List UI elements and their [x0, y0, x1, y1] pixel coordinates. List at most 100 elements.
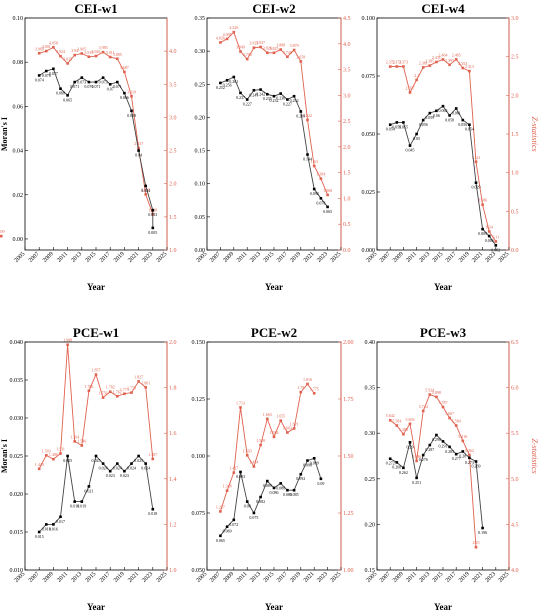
morans-data-label: 0.024 [127, 466, 136, 471]
morans-i-point [494, 244, 498, 247]
morans-data-label: 0.291 [439, 443, 448, 448]
y-tick-label: 0.25 [195, 82, 206, 88]
morans-data-label: 0.002 [491, 247, 500, 252]
z-data-label: 4.026 [216, 35, 225, 40]
z-data-label: 1.384 [316, 172, 325, 177]
z-data-label: 3.825 [270, 46, 279, 51]
x-tick-label: 2007 [209, 251, 222, 264]
x-tick-label: 2015 [432, 571, 445, 584]
z-data-label: 2.537 [134, 141, 143, 146]
morans-data-label: 0.209 [296, 113, 305, 118]
morans-i-point [130, 462, 133, 465]
y-tick-label: 0.030 [10, 416, 24, 422]
z-statistic-point [299, 60, 303, 63]
z-data-label: 0.24 [486, 224, 493, 229]
morans-data-label: 0.089 [263, 483, 272, 488]
y2-tick-label: 2.0 [511, 93, 519, 99]
z-data-label: 1.603 [283, 426, 292, 431]
z-statistic-point [395, 424, 399, 427]
y-tick-label: 0.100 [192, 454, 206, 460]
y-tick-label: 0.00 [13, 237, 24, 243]
z-data-label: 5.584 [392, 419, 401, 424]
x-tick-label: 2017 [99, 251, 112, 264]
z-statistic-point [461, 66, 465, 70]
y2-tick-label: 4.0 [511, 568, 519, 574]
y-tick-label: 0.075 [192, 511, 206, 517]
z-data-label: 5.642 [386, 413, 395, 418]
z-data-label: 2.361 [419, 60, 428, 65]
morans-data-label: 0.021 [84, 488, 93, 493]
z-data-label: 1.487 [148, 452, 157, 457]
morans-data-label: 0.071 [70, 84, 79, 89]
x-tick-label: 2007 [28, 251, 41, 264]
morans-i-point [468, 456, 471, 460]
z-statistic-line [389, 393, 477, 548]
morans-data-label: 0.024 [99, 466, 108, 471]
z-data-label: 1.827 [134, 374, 143, 379]
x-tick-label: 2009 [42, 571, 55, 584]
morans-i-point [259, 495, 262, 499]
morans-i-line [38, 68, 154, 228]
morans-data-label: 0.28 [459, 453, 466, 458]
morans-i-point [80, 500, 84, 503]
x-tick-label: 2015 [263, 251, 276, 264]
z-statistic-point [306, 382, 309, 386]
z-statistic-point [130, 94, 133, 98]
morans-i-point [94, 454, 98, 458]
morans-i-point [151, 208, 155, 212]
morans-i-point [481, 227, 484, 231]
morans-i-point [108, 469, 112, 473]
z-data-label: 4.058 [49, 40, 58, 45]
z-statistic-point [66, 62, 69, 65]
z-statistic-point [454, 58, 458, 61]
morans-data-label: 0.242 [256, 92, 265, 97]
morans-i-point [87, 485, 91, 488]
z-data-label: 4.226 [229, 25, 238, 30]
morans-data-label: 0.256 [223, 82, 232, 87]
morans-i-point [73, 500, 76, 503]
morans-data-label: 0.019 [70, 504, 79, 509]
morans-data-label: 0.262 [399, 470, 408, 475]
morans-data-label: 0.05 [413, 136, 420, 141]
morans-i-point [312, 187, 316, 191]
x-tick-label: 2007 [379, 571, 392, 584]
z-data-label: 2.522 [303, 113, 312, 118]
z-data-label: 1.773 [120, 387, 129, 392]
morans-data-label: 0.065 [63, 97, 72, 102]
morans-i-point [481, 526, 484, 530]
z-statistic-point [52, 45, 55, 49]
z-data-label: 1.503 [243, 448, 252, 453]
z-statistic-point [461, 439, 465, 443]
y2-tick-label: 2.5 [169, 149, 177, 155]
z-statistic-point [312, 392, 316, 395]
morans-i-point [219, 81, 222, 85]
x-tick-label: 2021 [471, 571, 484, 584]
z-data-label: 1.775 [310, 386, 319, 391]
panel-title: CEI-w1 [74, 1, 117, 16]
z-data-label: 5.489 [399, 427, 408, 432]
morans-data-label: 0.252 [216, 85, 225, 90]
z-data-label: 3.94 [71, 48, 78, 53]
morans-data-label: 0.075 [249, 515, 258, 520]
z-statistic-point [468, 453, 471, 457]
morans-i-point [448, 445, 451, 449]
z-statistic-point [415, 78, 418, 82]
y-tick-label: 0.08 [13, 60, 24, 66]
y2-tick-label: 1.25 [343, 511, 354, 517]
z-data-label: 1.584 [270, 430, 279, 435]
z-statistic-point [94, 373, 98, 376]
morans-data-label: 0.023 [120, 473, 129, 478]
y2-tick-label: 4.5 [343, 16, 351, 22]
x-tick-label: 2009 [222, 251, 235, 264]
z-statistic-point [408, 422, 412, 426]
y-tick-label: 0.10 [195, 182, 206, 188]
z-data-label: 1.78 [297, 385, 304, 390]
morans-data-label: 0.236 [276, 96, 285, 101]
x-tick-label: 2025 [498, 571, 511, 584]
y2-tick-label: 6.5 [511, 340, 519, 346]
morans-data-label: 0.073 [77, 80, 86, 85]
z-data-label: 5.787 [439, 400, 448, 405]
morans-data-label: 0.071 [84, 84, 93, 89]
